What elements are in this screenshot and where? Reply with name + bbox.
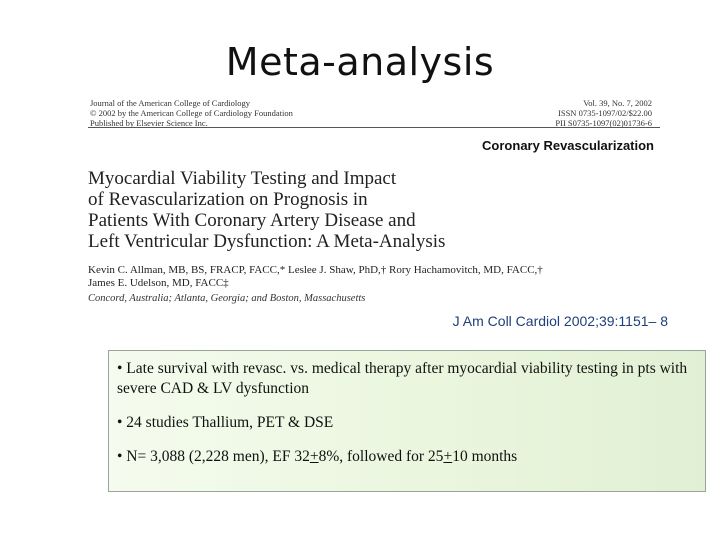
summary-box: • Late survival with revasc. vs. medical… — [108, 350, 706, 492]
affiliation: Concord, Australia; Atlanta, Georgia; an… — [88, 293, 366, 304]
header-divider — [88, 127, 660, 128]
article-title-line: Patients With Coronary Artery Disease an… — [88, 210, 416, 231]
article-title-line: Myocardial Viability Testing and Impact — [88, 168, 397, 189]
article-title-line: of Revascularization on Prognosis in — [88, 189, 368, 210]
bullet-population-end: 10 months — [452, 448, 518, 465]
journal-header: Journal of the American College of Cardi… — [90, 98, 293, 128]
issn-block: Vol. 39, No. 7, 2002 ISSN 0735-1097/02/$… — [555, 98, 652, 128]
author-list: Kevin C. Allman, MB, BS, FRACP, FACC,* L… — [88, 264, 543, 290]
citation-journal: J Am Coll Cardiol — [452, 313, 561, 329]
author-line: James E. Udelson, MD, FACC‡ — [88, 277, 229, 289]
citation: J Am Coll Cardiol 2002;39:1151– 8 — [453, 313, 668, 329]
bullet-population-middle: 8%, followed for 25 — [318, 448, 444, 465]
section-label: Coronary Revascularization — [482, 138, 654, 153]
article-title-line: Left Ventricular Dysfunction: A Meta-Ana… — [88, 231, 446, 252]
plus-minus-sign: + — [309, 448, 319, 465]
article-title: Myocardial Viability Testing and Impact … — [88, 168, 528, 252]
bullet-population-start: • N= 3,088 (2,228 men), EF 32 — [117, 448, 310, 465]
article-header-image: Journal of the American College of Cardi… — [84, 94, 664, 310]
bullet-survival: • Late survival with revasc. vs. medical… — [117, 360, 688, 397]
plus-minus-sign: + — [443, 448, 453, 465]
issn: ISSN 0735-1097/02/$22.00 — [558, 108, 652, 118]
volume-issue: Vol. 39, No. 7, 2002 — [583, 98, 652, 108]
journal-name: Journal of the American College of Cardi… — [90, 98, 251, 108]
author-line: Kevin C. Allman, MB, BS, FRACP, FACC,* L… — [88, 264, 543, 276]
citation-details: 2002;39:1151– 8 — [560, 313, 668, 329]
pii: PII S0735-1097(02)01736-6 — [555, 118, 652, 128]
slide-title: Meta-analysis — [225, 40, 495, 84]
journal-copyright: © 2002 by the American College of Cardio… — [90, 108, 293, 118]
bullet-population: • N= 3,088 (2,228 men), EF 32+8%, follow… — [117, 447, 697, 467]
bullet-studies: • 24 studies Thallium, PET & DSE — [117, 414, 334, 431]
journal-publisher: Published by Elsevier Science Inc. — [90, 118, 208, 128]
